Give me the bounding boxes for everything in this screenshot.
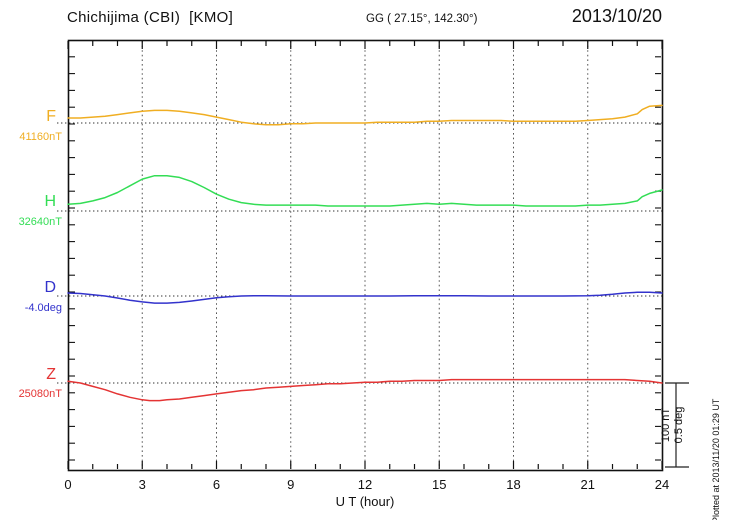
date-label: 2013/10/20 [571, 6, 662, 26]
x-tick-label-9: 9 [287, 477, 295, 492]
x-tick-label-18: 18 [506, 477, 521, 492]
channel-label-F: F [46, 108, 56, 125]
channel-label-Z: Z [46, 366, 56, 383]
plotted-note: Plotted at 2013/11/20 01:29 UT [711, 398, 721, 520]
trace-F [67, 104, 663, 126]
channel-baseline-Z: 25080nT [18, 388, 62, 400]
geographic-coordinates-label: GG ( 27.15°, 142.30°) [366, 13, 478, 25]
x-tick-label-6: 6 [212, 477, 221, 492]
channel-label-D: D [44, 279, 56, 296]
x-axis-label: U T (hour) [335, 494, 395, 509]
station-title: Chichijima (CBI) [KMO] [67, 9, 234, 26]
x-tick-label-12: 12 [357, 477, 373, 492]
x-tick-label-15: 15 [432, 477, 447, 492]
channel-baseline-H: 32640nT [18, 216, 62, 228]
channel-baseline-F: 41160nT [19, 131, 62, 143]
x-tick-label-24: 24 [654, 477, 670, 492]
channel-baseline-D: -4.0deg [24, 302, 62, 314]
x-tick-label-21: 21 [580, 477, 595, 492]
plot-frame [67, 39, 664, 472]
channel-label-H: H [44, 193, 56, 210]
trace-Z [67, 378, 663, 402]
trace-D [67, 291, 663, 304]
x-tick-label-0: 0 [64, 477, 72, 492]
trace-H [67, 174, 663, 207]
x-tick-label-3: 3 [138, 477, 146, 492]
